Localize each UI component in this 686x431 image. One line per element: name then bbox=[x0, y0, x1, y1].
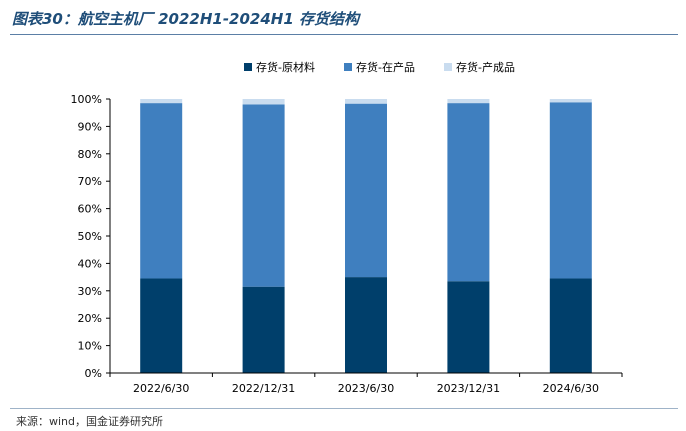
bar-segment bbox=[242, 99, 285, 105]
x-tick-label: 2022/6/30 bbox=[133, 382, 189, 395]
y-tick-label: 30% bbox=[78, 285, 102, 298]
bar-segment bbox=[140, 99, 183, 104]
bar-segment bbox=[447, 103, 490, 282]
bar-segment bbox=[549, 99, 592, 103]
y-tick-label: 0% bbox=[85, 367, 102, 380]
y-tick-label: 60% bbox=[78, 203, 102, 216]
x-axis: 2022/6/30 2022/12/31 2023/6/30 2023/12/31 20… bbox=[109, 372, 623, 395]
legend-swatch bbox=[344, 63, 352, 71]
stacked-bar-chart: 存货-原材料 存货-在产品 存货-产成品 0% 10% 20% 30% 40% 50% 60% 7… bbox=[71, 60, 623, 395]
bar-segment bbox=[345, 277, 387, 373]
y-tick-label: 20% bbox=[78, 312, 102, 325]
bar-segment bbox=[140, 278, 183, 373]
legend-label: 存货-在产品 bbox=[356, 60, 415, 74]
x-tick-label: 2024/6/30 bbox=[543, 382, 599, 395]
bar-segment bbox=[447, 281, 490, 373]
bar-segment bbox=[447, 99, 490, 104]
legend-label: 存货-原材料 bbox=[256, 60, 315, 74]
x-tick-label: 2023/12/31 bbox=[437, 382, 500, 395]
bar-segment bbox=[242, 286, 285, 373]
y-tick-label: 10% bbox=[78, 340, 102, 353]
bar-segment bbox=[345, 103, 387, 278]
y-tick-label: 40% bbox=[78, 257, 102, 270]
bar-segment bbox=[345, 99, 387, 104]
legend-swatch bbox=[444, 63, 452, 71]
legend-swatch bbox=[244, 63, 252, 71]
y-tick-label: 50% bbox=[78, 230, 102, 243]
figure-title: 图表30：航空主机厂 2022H1-2024H1 存货结构 bbox=[12, 10, 360, 28]
chart-legend: 存货-原材料 存货-在产品 存货-产成品 bbox=[244, 60, 515, 74]
y-tick-label: 90% bbox=[78, 120, 102, 133]
source-note: 来源：wind，国金证券研究所 bbox=[16, 415, 164, 428]
bar-segment bbox=[549, 278, 592, 373]
source-divider bbox=[10, 408, 678, 409]
bar-segment bbox=[140, 103, 183, 279]
x-tick-label: 2022/12/31 bbox=[232, 382, 295, 395]
bars bbox=[140, 99, 592, 373]
y-axis: 0% 10% 20% 30% 40% 50% 60% 70% 80% 90% 100% bbox=[71, 93, 111, 380]
y-tick-label: 70% bbox=[78, 175, 102, 188]
title-divider bbox=[10, 34, 678, 35]
bar-segment bbox=[242, 104, 285, 287]
bar-segment bbox=[549, 102, 592, 279]
x-tick-label: 2023/6/30 bbox=[338, 382, 394, 395]
legend-label: 存货-产成品 bbox=[456, 60, 515, 74]
y-tick-label: 80% bbox=[78, 148, 102, 161]
y-tick-label: 100% bbox=[71, 93, 102, 106]
